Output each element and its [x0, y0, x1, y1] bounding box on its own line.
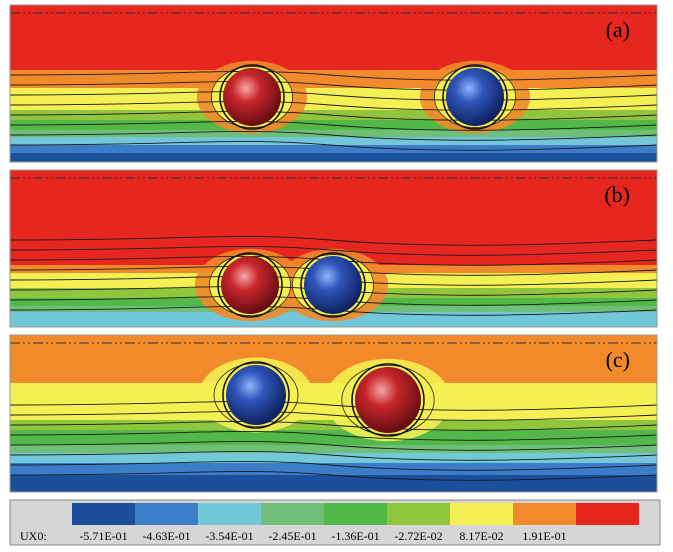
streamline: [9, 420, 658, 431]
sphere-rim: [300, 252, 366, 318]
sphere: [223, 68, 281, 126]
panel-label: (c): [606, 347, 630, 372]
legend-swatch: [198, 503, 261, 525]
legend-label: 8.17E-02: [459, 529, 503, 543]
legend-swatch: [387, 503, 450, 525]
contour-band: [10, 5, 657, 70]
streamline: [9, 70, 658, 81]
legend-title: UX0:: [20, 529, 47, 543]
legend-swatch: [576, 503, 639, 525]
streamline: [9, 450, 658, 461]
legend-label: -3.54E-01: [205, 529, 253, 543]
streamline: [9, 120, 658, 131]
streamline: [9, 90, 658, 101]
sphere: [446, 68, 504, 126]
legend-swatch: [324, 503, 387, 525]
sphere-rim: [217, 252, 283, 318]
streamline: [9, 410, 658, 421]
streamline: [9, 110, 658, 121]
contour-band: [10, 145, 657, 153]
legend-swatch: [450, 503, 513, 525]
panel-label: (a): [606, 17, 630, 42]
legend-label: -1.36E-01: [331, 529, 379, 543]
streamline: [9, 245, 658, 256]
panel: (b): [9, 169, 658, 328]
streamline: [9, 470, 658, 481]
legend-swatch: [135, 503, 198, 525]
sphere: [304, 256, 362, 314]
panel: (a): [9, 4, 658, 163]
panel-label: (b): [604, 182, 630, 207]
contour-band: [10, 475, 657, 492]
contour-band: [10, 137, 657, 145]
legend-label: -2.72E-02: [394, 529, 442, 543]
sphere-rim: [219, 64, 285, 130]
streamline: [9, 130, 658, 141]
streamline: [9, 460, 658, 471]
legend-label: -4.63E-01: [142, 529, 190, 543]
panel-frame: [9, 4, 658, 163]
streamline: [9, 440, 658, 451]
sphere-rim: [222, 361, 290, 429]
legend-swatch: [513, 503, 576, 525]
contour-band: [10, 153, 657, 162]
legend-label: -5.71E-01: [79, 529, 127, 543]
sphere: [226, 365, 286, 425]
streamline: [9, 430, 658, 441]
streamline: [9, 80, 658, 91]
panel: (c): [9, 334, 658, 493]
panel-frame: [9, 169, 658, 328]
legend-label: 1.91E-01: [522, 529, 566, 543]
legend-swatch: [72, 503, 135, 525]
sphere-rim: [351, 363, 425, 437]
sphere: [221, 256, 279, 314]
streamline: [9, 100, 658, 111]
panel-frame: [9, 334, 658, 493]
streamline: [9, 400, 658, 411]
legend-label: -2.45E-01: [268, 529, 316, 543]
streamline: [9, 140, 658, 151]
contour-band: [10, 453, 657, 463]
sphere-rim: [442, 64, 508, 130]
contour-band: [10, 130, 657, 137]
contour-band: [10, 430, 657, 445]
legend-swatch: [261, 503, 324, 525]
sphere: [355, 367, 421, 433]
contour-band: [10, 463, 657, 475]
contour-band: [10, 445, 657, 453]
contour-band: [10, 335, 657, 383]
streamline: [9, 235, 658, 246]
